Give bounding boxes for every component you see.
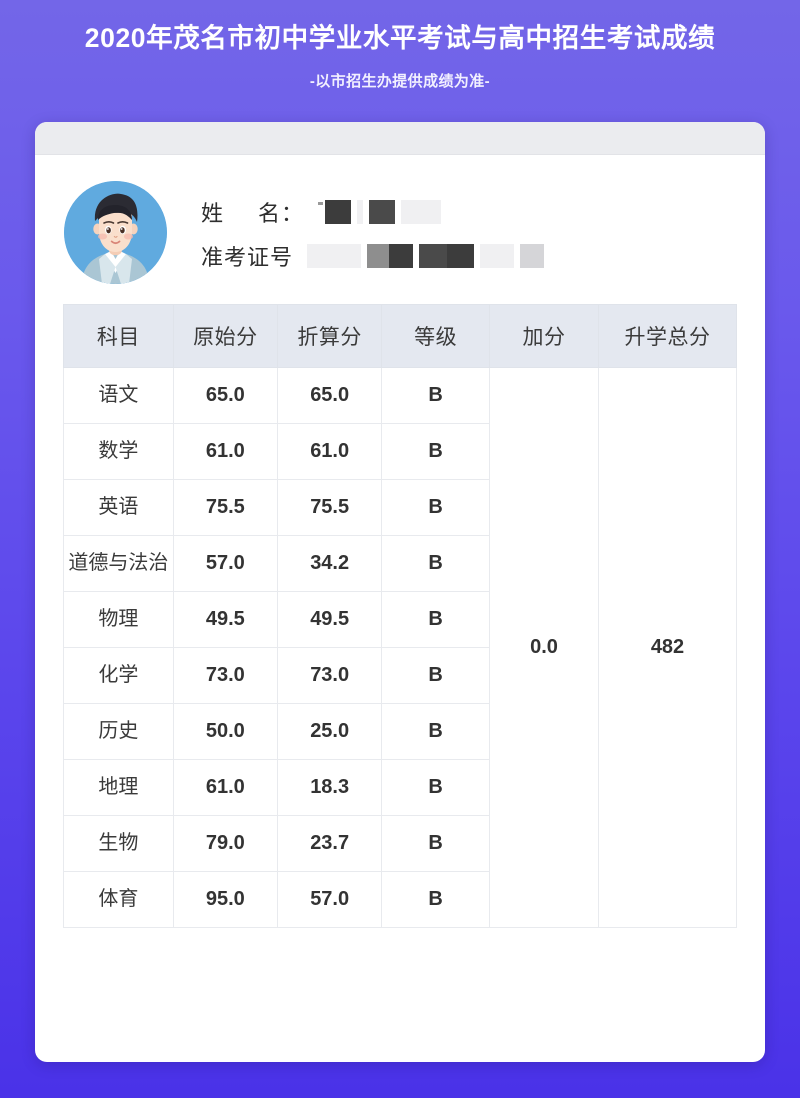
cell-grade: B (381, 815, 490, 872)
score-table: 科目 原始分 折算分 等级 加分 升学总分 语文 65.0 65.0 B 0.0 482 数… (63, 304, 737, 928)
table-row: 化学 73.0 73.0 B (63, 647, 737, 704)
redaction-tick (318, 202, 324, 205)
column-header-raw: 原始分 (172, 304, 279, 368)
cell-raw-score: 50.0 (172, 703, 279, 760)
cell-subject: 英语 (63, 479, 174, 536)
redaction-block (447, 243, 475, 268)
cell-bonus-total: 0.0 (488, 367, 600, 928)
cell-raw-score: 79.0 (172, 815, 279, 872)
table-row: 道德与法治 57.0 34.2 B (63, 535, 737, 592)
cell-subject: 物理 (63, 591, 174, 648)
name-label: 姓 名： (201, 196, 304, 228)
cell-subject: 化学 (63, 647, 174, 704)
cell-grade: B (381, 871, 490, 928)
table-row: 语文 65.0 65.0 B 0.0 482 (63, 367, 737, 928)
identity-fields: 姓 名： 准考证号 (201, 188, 737, 278)
cell-subject: 数学 (63, 423, 174, 480)
table-header-row: 科目 原始分 折算分 等级 加分 升学总分 (63, 304, 737, 368)
cell-raw-score: 65.0 (172, 367, 279, 424)
cell-grade: B (381, 479, 490, 536)
table-row: 生物 79.0 23.7 B (63, 815, 737, 872)
name-label-text-2: 名： (258, 200, 305, 226)
cell-raw-score: 49.5 (172, 591, 279, 648)
redaction-block (367, 243, 390, 268)
cell-grade: B (381, 535, 490, 592)
cell-converted-score: 49.5 (276, 591, 383, 648)
cell-converted-score: 57.0 (276, 871, 383, 928)
student-avatar-icon (64, 181, 167, 284)
cell-grade: B (381, 423, 490, 480)
cell-raw-score: 75.5 (172, 479, 279, 536)
table-row: 历史 50.0 25.0 B (63, 703, 737, 760)
page-title: 2020年茂名市初中学业水平考试与高中招生考试成绩 (84, 23, 716, 53)
column-header-bonus: 加分 (488, 304, 600, 368)
cell-converted-score: 25.0 (276, 703, 383, 760)
column-header-grade: 等级 (381, 304, 490, 368)
avatar (64, 181, 167, 284)
redaction-block (401, 199, 442, 224)
card-body: 姓 名： 准考证号 (35, 155, 765, 928)
cell-grade: B (381, 591, 490, 648)
cell-converted-score: 75.5 (276, 479, 383, 536)
score-table-body: 语文 65.0 65.0 B 0.0 482 数学 61.0 61.0 B 英语 75.5 75.5 B 道… (63, 367, 737, 928)
table-row: 体育 95.0 57.0 B (63, 871, 737, 928)
cell-subject: 生物 (63, 815, 174, 872)
name-row: 姓 名： (201, 190, 737, 234)
identity-section: 姓 名： 准考证号 (63, 155, 737, 304)
cell-converted-score: 18.3 (276, 759, 383, 816)
exam-id-label: 准考证号 (201, 244, 294, 270)
page-header: 2020年茂名市初中学业水平考试与高中招生考试成绩 -以市招生办提供成绩为准- (0, 0, 800, 91)
cell-raw-score: 73.0 (172, 647, 279, 704)
redaction-block (389, 243, 414, 268)
cell-converted-score: 65.0 (276, 367, 383, 424)
cell-converted-score: 61.0 (276, 423, 383, 480)
redaction-block (369, 199, 396, 224)
cell-grade: B (381, 647, 490, 704)
redaction-block (307, 243, 362, 268)
redaction-block (325, 199, 352, 224)
redaction-block (520, 243, 545, 268)
cell-subject: 地理 (63, 759, 174, 816)
cell-subject: 体育 (63, 871, 174, 928)
result-card: 姓 名： 准考证号 (35, 122, 765, 1062)
score-table-head: 科目 原始分 折算分 等级 加分 升学总分 (63, 304, 737, 368)
cell-grade: B (381, 703, 490, 760)
cell-subject: 道德与法治 (63, 535, 174, 592)
redaction-block (419, 243, 448, 268)
cell-raw-score: 61.0 (172, 423, 279, 480)
cell-subject: 历史 (63, 703, 174, 760)
cell-converted-score: 23.7 (276, 815, 383, 872)
page-subtitle: -以市招生办提供成绩为准- (309, 73, 491, 91)
name-value-redacted (318, 199, 447, 224)
cell-raw-score: 95.0 (172, 871, 279, 928)
cell-raw-score: 57.0 (172, 535, 279, 592)
column-header-converted: 折算分 (276, 304, 383, 368)
table-row: 地理 61.0 18.3 B (63, 759, 737, 816)
name-label-text-1: 姓 (201, 200, 225, 226)
cell-grade: B (381, 367, 490, 424)
cell-raw-score: 61.0 (172, 759, 279, 816)
column-header-total: 升学总分 (598, 304, 737, 368)
cell-converted-score: 34.2 (276, 535, 383, 592)
cell-admission-total: 482 (598, 367, 737, 928)
column-header-subject: 科目 (63, 304, 174, 368)
cell-grade: B (381, 759, 490, 816)
card-topbar (35, 122, 765, 155)
cell-converted-score: 73.0 (276, 647, 383, 704)
cell-subject: 语文 (63, 367, 174, 424)
exam-id-row: 准考证号 (201, 234, 737, 278)
redaction-block (357, 199, 364, 224)
exam-id-value-redacted (307, 243, 550, 268)
redaction-block (480, 243, 515, 268)
